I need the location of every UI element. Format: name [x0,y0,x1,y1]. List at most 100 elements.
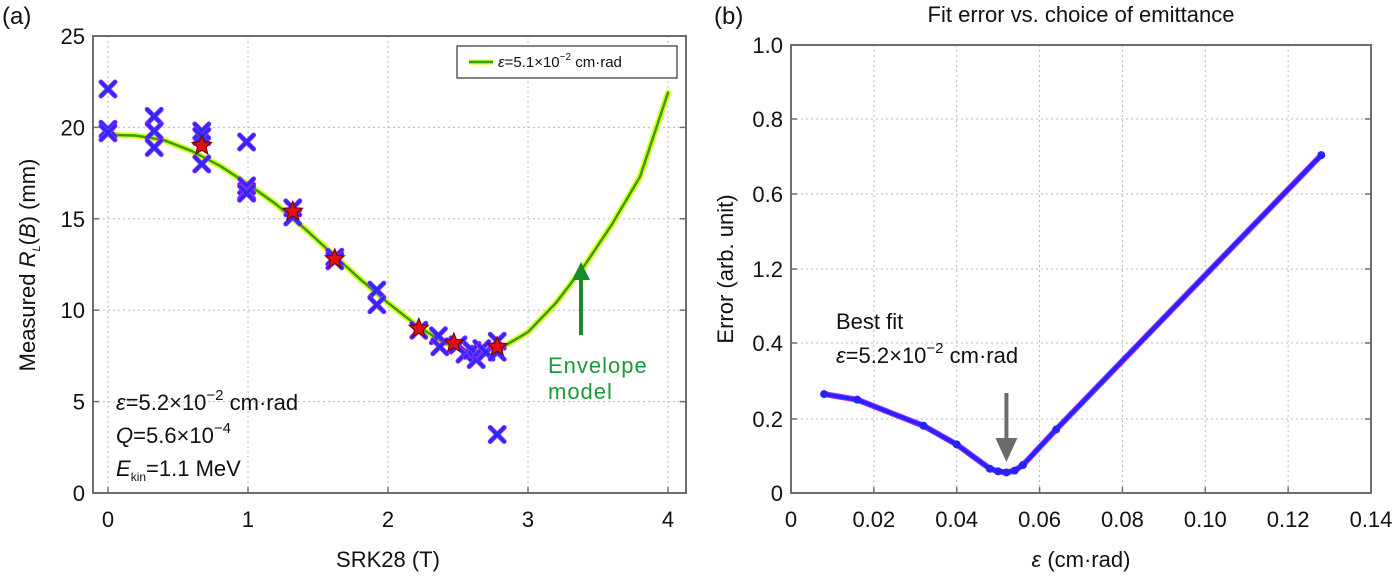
x-marker-stroke [431,338,449,356]
data-point [1317,151,1326,160]
q-annotation: Q=5.6×10−4 [116,420,231,448]
x-marker [192,121,212,141]
star-marker [486,335,509,357]
x-tick-label: 0.14 [1350,507,1393,532]
best-fit-label: Best fit [836,309,903,334]
chart-b-title: Fit error vs. choice of emittance [928,2,1235,27]
y-tick-label: 15 [61,207,85,232]
y-tick-label: 0 [73,481,85,506]
y-tick-label: 1.2 [752,257,783,282]
chart-a: (a) 0 1 2 3 4 0 5 10 15 20 25 ε=5.1×10−2 cm·rad En… [2,3,687,572]
chart-a-xlabel: SRK28 (T) [336,547,440,572]
x-marker [367,295,387,315]
data-point [1052,425,1061,434]
chart-a-markers [98,79,509,445]
legend-entry: ε=5.1×10−2 cm·rad [498,52,622,71]
x-marker [487,425,507,445]
y-tick-label: 0.6 [752,182,783,207]
x-marker-stroke [193,122,211,140]
x-tick-label: 1 [242,507,254,532]
best-fit-eps: ε=5.2×10−2 cm·rad [836,340,1018,368]
x-marker [98,119,118,139]
chart-b-series [820,151,1326,477]
chart-a-grid [93,36,686,493]
y-tick-label: 20 [61,115,85,140]
x-tick-label: 0.04 [935,507,978,532]
x-tick-label: 0.02 [852,507,895,532]
best-fit-annotation: Best fit ε=5.2×10−2 cm·rad [836,309,1018,462]
x-tick-label: 0.08 [1101,507,1144,532]
chart-b-ticks: 0 0.02 0.04 0.06 0.08 0.10 0.12 0.14 0 0.2 0.4 1.2 0… [752,33,1392,532]
x-tick-label: 0 [785,507,797,532]
star-marker [323,247,346,269]
x-marker-stroke [99,120,117,138]
panel-label-a: (a) [2,3,31,30]
legend-box [456,45,678,79]
x-tick-label: 2 [382,507,394,532]
y-tick-label: 0.2 [752,407,783,432]
x-tick-label: 3 [522,507,534,532]
x-marker-stroke [368,281,386,299]
envelope-label-line2: model [548,379,613,404]
data-point [919,421,928,430]
chart-b-xlabel: ε (cm·rad) [1032,547,1131,572]
x-marker [237,132,257,152]
x-marker [237,183,257,203]
y-tick-label: 0 [771,481,783,506]
x-marker-stroke [145,107,163,126]
y-tick-label: 0.8 [752,107,783,132]
x-marker-stroke [238,184,256,202]
x-marker [192,154,212,174]
x-tick-label: 0.12 [1267,507,1310,532]
x-tick-label: 0.06 [1018,507,1061,532]
x-marker-stroke [488,425,506,444]
data-point [985,464,994,473]
chart-a-legend: ε=5.1×10−2 cm·rad [456,45,678,79]
y-tick-label: 0.4 [752,331,783,356]
data-point [853,395,862,404]
arrow-head [995,438,1018,462]
chart-b-frame [790,44,1372,494]
x-marker-stroke [193,155,211,173]
eps-annotation: ε=5.2×10−2 cm·rad [116,387,298,415]
data-point [1002,468,1011,477]
data-point [820,390,829,399]
x-marker-stroke [145,138,163,157]
y-tick-label: 10 [61,298,85,323]
star-marker [190,134,213,156]
star-marker [407,316,430,338]
chart-a-frame [92,35,687,494]
star-marker [442,331,465,353]
envelope-annotation: Envelope model [548,262,647,404]
x-marker [144,121,164,141]
x-marker [430,337,450,357]
envelope-arrow-head [572,262,590,280]
x-marker-stroke [99,124,117,142]
x-marker-stroke [145,122,163,140]
y-tick-label: 25 [61,24,85,49]
data-point [1019,461,1027,469]
x-tick-label: 0.10 [1184,507,1227,532]
best-fit-arrow [995,393,1018,462]
x-marker-stroke [368,296,386,314]
x-marker [98,79,118,99]
panel-label-b: (b) [714,3,743,30]
x-tick-label: 4 [662,507,674,532]
x-marker-stroke [99,80,117,98]
star-marker [281,199,304,221]
y-tick-label: 1.0 [752,33,783,58]
x-tick-label: 0 [102,507,114,532]
chart-b-grid [791,45,1371,493]
chart-b-ylabel: Error (arb. unit) [713,194,738,343]
x-marker [144,106,164,126]
y-tick-label: 5 [73,390,85,415]
data-point [1010,466,1019,475]
parameters-annotation: ε=5.2×10−2 cm·rad Q=5.6×10−4 Ekin=1.1 Me… [116,387,298,484]
x-marker [367,280,387,300]
ekin-annotation: Ekin=1.1 MeV [116,456,241,484]
data-point [994,467,1003,476]
data-point [952,440,961,449]
x-marker [144,138,164,158]
